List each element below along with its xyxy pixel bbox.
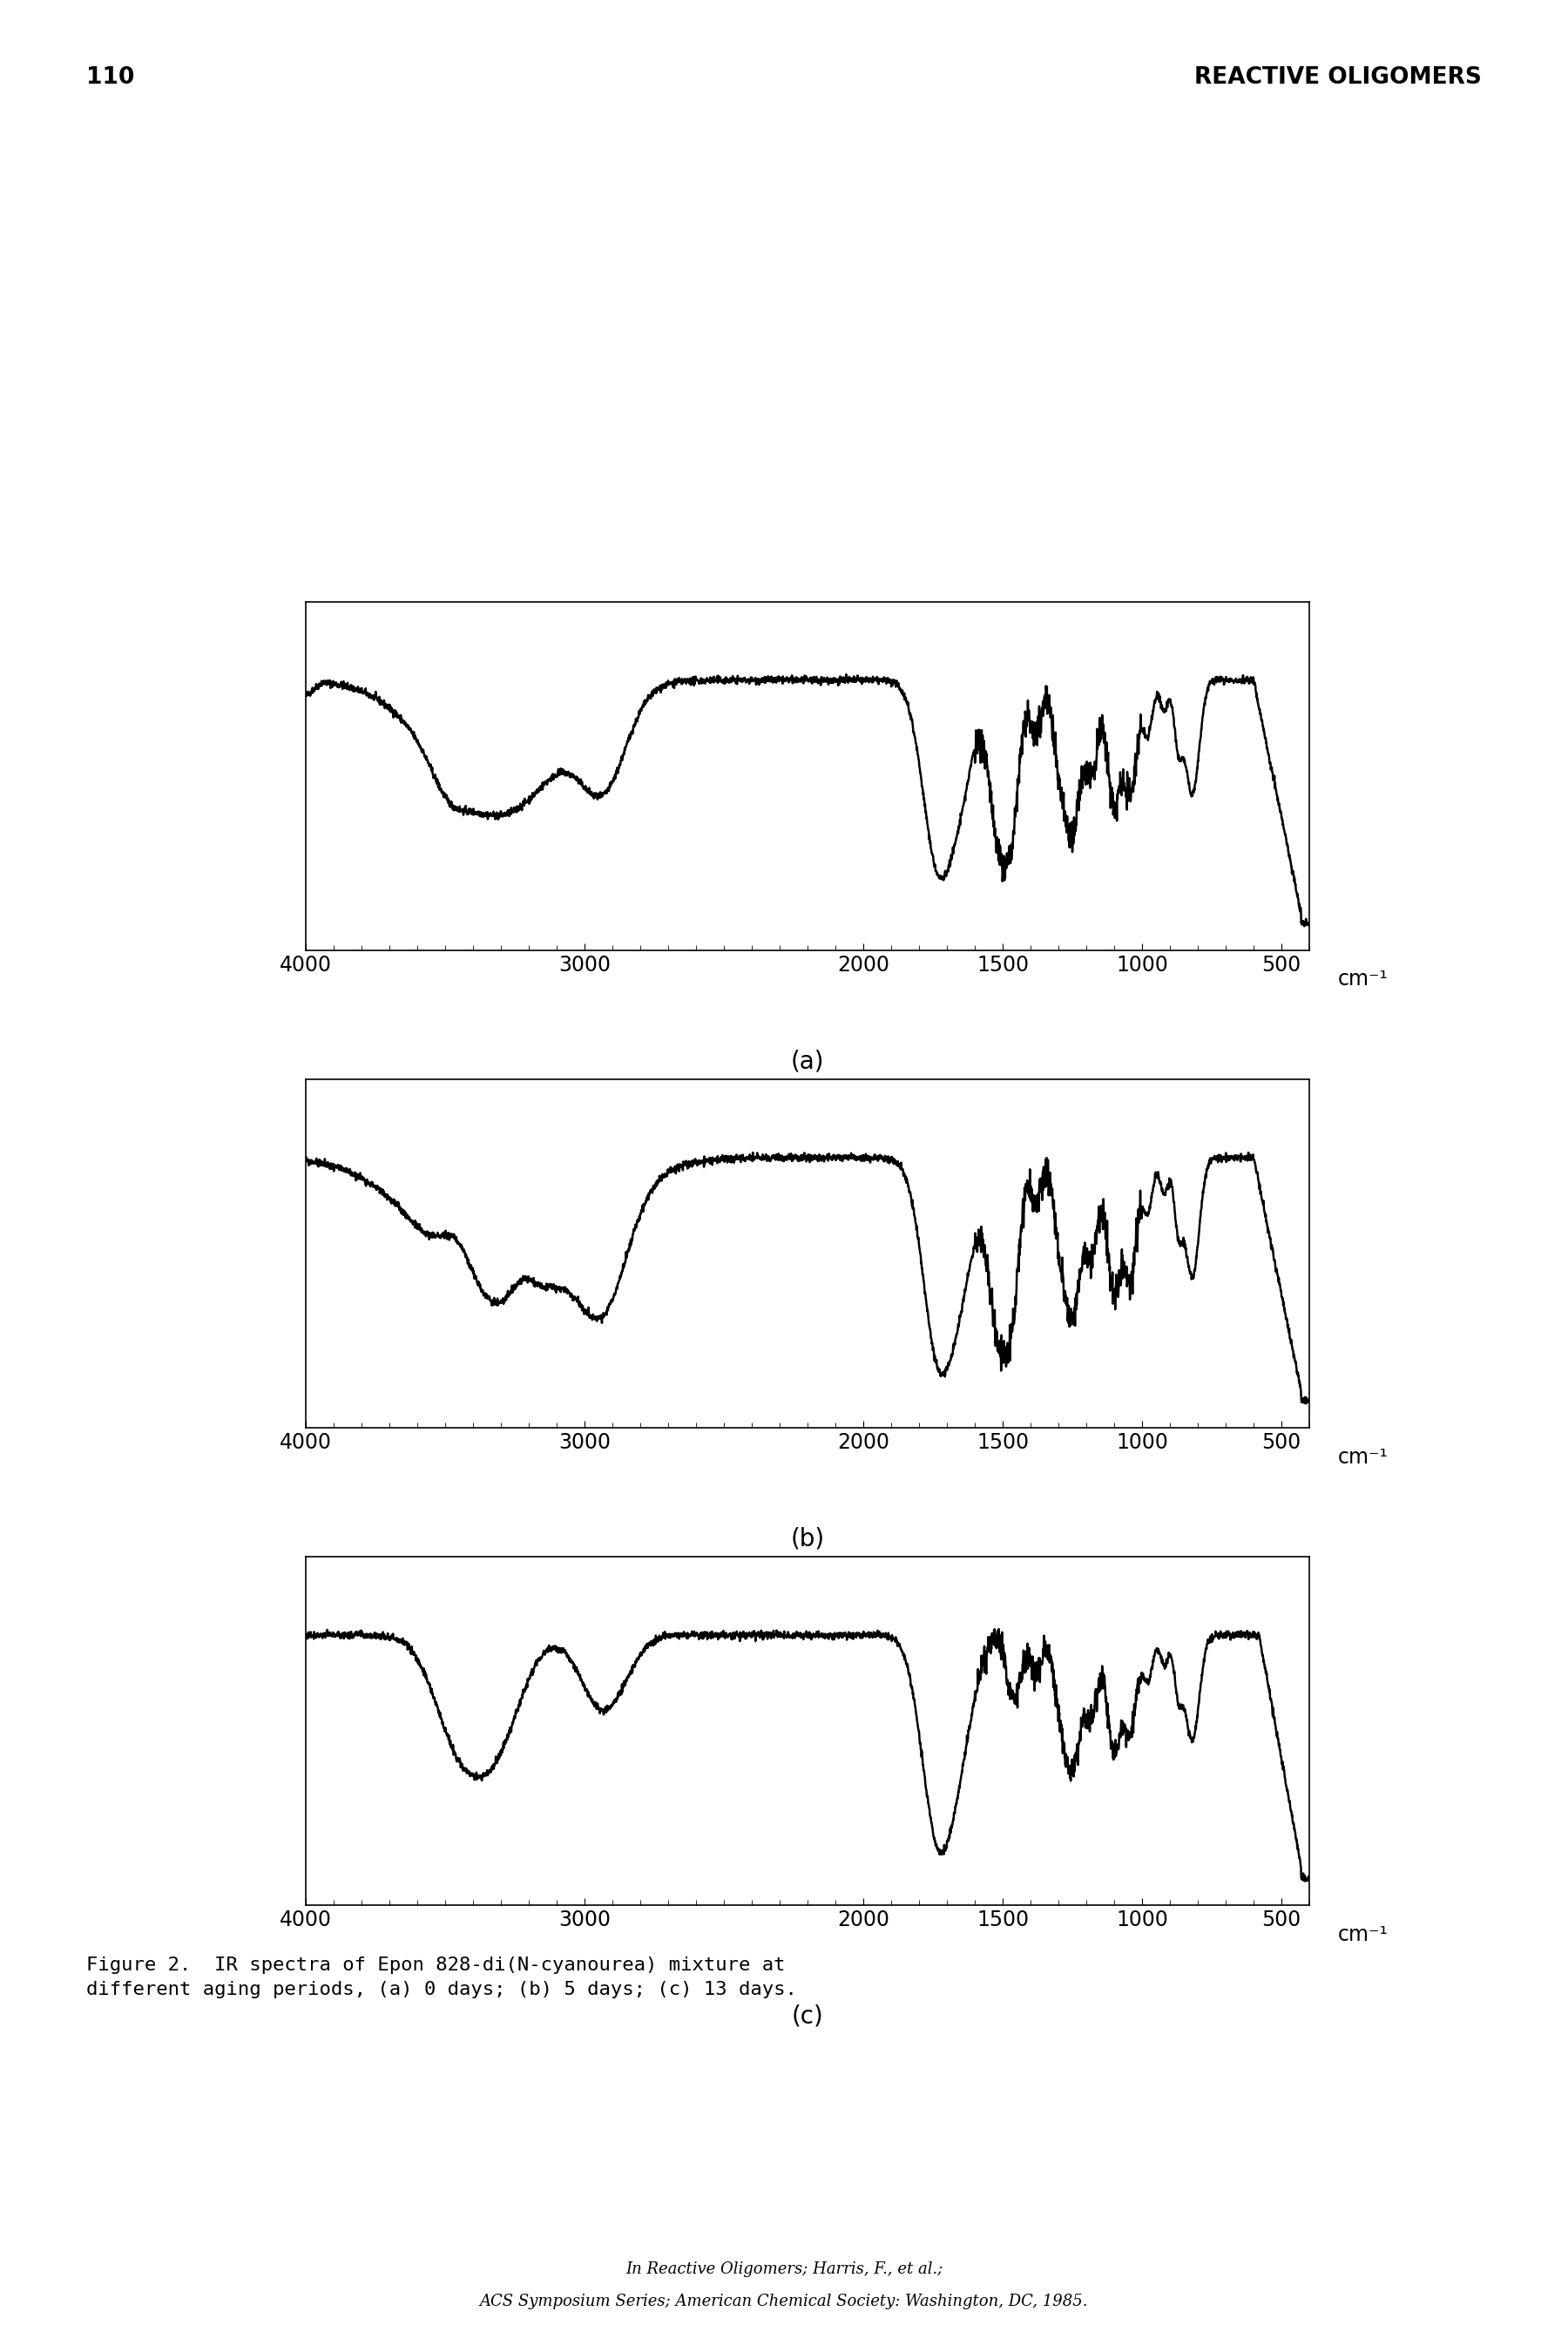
Text: (c): (c) (792, 2004, 823, 2027)
Text: cm⁻¹: cm⁻¹ (1338, 969, 1388, 990)
Text: Figure 2.  IR spectra of Epon 828-di(N-cyanourea) mixture at
different aging per: Figure 2. IR spectra of Epon 828-di(N-cy… (86, 1957, 797, 1999)
Text: ACS Symposium Series; American Chemical Society: Washington, DC, 1985.: ACS Symposium Series; American Chemical … (480, 2293, 1088, 2310)
Text: (a): (a) (790, 1049, 825, 1073)
Text: In Reactive Oligomers; Harris, F., et al.;: In Reactive Oligomers; Harris, F., et al… (626, 2260, 942, 2277)
Text: REACTIVE OLIGOMERS: REACTIVE OLIGOMERS (1195, 66, 1482, 89)
Text: (b): (b) (790, 1526, 825, 1550)
Text: cm⁻¹: cm⁻¹ (1338, 1924, 1388, 1945)
Text: cm⁻¹: cm⁻¹ (1338, 1446, 1388, 1468)
Text: 110: 110 (86, 66, 135, 89)
